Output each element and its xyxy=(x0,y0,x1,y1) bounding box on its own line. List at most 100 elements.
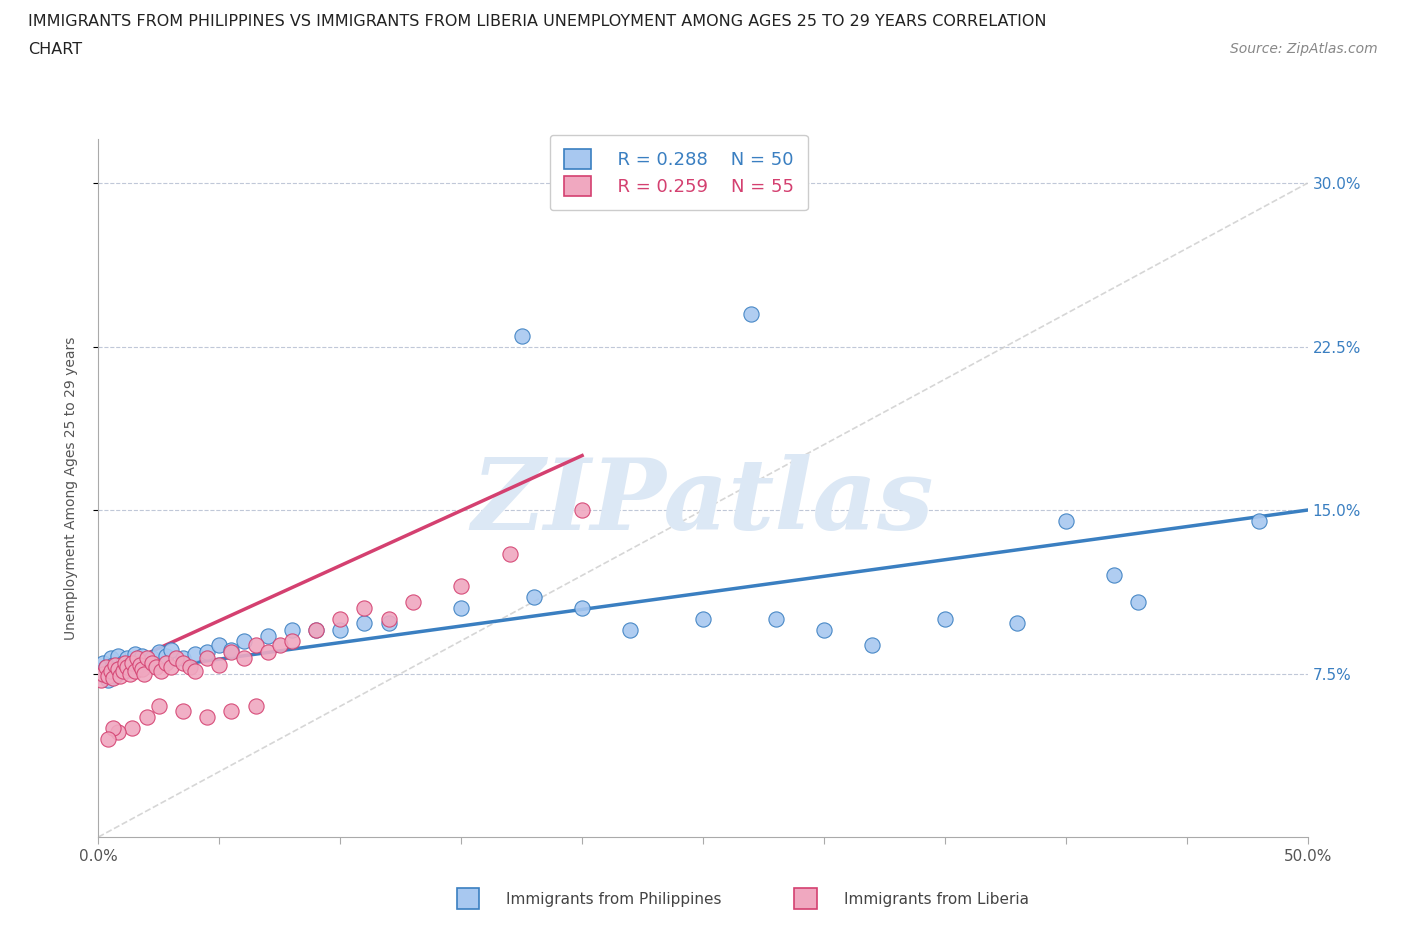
Point xyxy=(148,644,170,659)
Point xyxy=(195,644,218,659)
Text: Immigrants from Liberia: Immigrants from Liberia xyxy=(844,892,1029,907)
Point xyxy=(329,612,352,627)
Y-axis label: Unemployment Among Ages 25 to 29 years: Unemployment Among Ages 25 to 29 years xyxy=(63,337,77,640)
Point xyxy=(232,633,254,648)
Point xyxy=(450,578,472,593)
Point xyxy=(1249,513,1271,528)
Point xyxy=(155,656,177,671)
Point xyxy=(619,622,641,637)
Point xyxy=(571,601,593,616)
Point xyxy=(860,638,883,653)
Text: ZIPatlas: ZIPatlas xyxy=(472,454,934,551)
Point xyxy=(155,648,177,663)
Point xyxy=(281,633,304,648)
Point xyxy=(107,725,129,740)
Point xyxy=(94,659,117,674)
Text: IMMIGRANTS FROM PHILIPPINES VS IMMIGRANTS FROM LIBERIA UNEMPLOYMENT AMONG AGES 2: IMMIGRANTS FROM PHILIPPINES VS IMMIGRANT… xyxy=(28,14,1046,29)
Point xyxy=(571,502,593,517)
Point xyxy=(160,659,183,674)
Point xyxy=(160,642,183,657)
Point xyxy=(498,546,520,561)
Point xyxy=(100,664,122,679)
Point xyxy=(101,671,124,685)
Point xyxy=(100,664,122,679)
Point xyxy=(934,612,956,627)
Point xyxy=(135,651,157,666)
Point xyxy=(114,656,136,671)
Point xyxy=(353,601,375,616)
Point xyxy=(1128,594,1150,609)
Point xyxy=(117,651,139,666)
Point xyxy=(450,601,472,616)
Point xyxy=(172,651,194,666)
Point xyxy=(117,659,139,674)
Point xyxy=(353,616,375,631)
Point xyxy=(131,648,153,663)
Point xyxy=(108,662,131,677)
Point xyxy=(765,612,787,627)
Point xyxy=(134,666,156,681)
Point xyxy=(90,672,112,687)
Point xyxy=(305,622,328,637)
Point xyxy=(97,732,120,747)
Point xyxy=(232,651,254,666)
Point xyxy=(165,651,187,666)
Point xyxy=(97,672,120,687)
Point xyxy=(1054,513,1077,528)
Point xyxy=(221,644,243,659)
Point xyxy=(523,590,546,604)
Point xyxy=(305,622,328,637)
Point xyxy=(256,644,278,659)
Point xyxy=(145,659,167,674)
Point xyxy=(184,664,207,679)
Point xyxy=(121,656,143,671)
Point xyxy=(90,666,112,681)
Point xyxy=(141,656,163,671)
Point xyxy=(124,664,146,679)
Point xyxy=(121,721,143,736)
Point xyxy=(269,638,291,653)
Point xyxy=(245,698,267,713)
Point xyxy=(402,594,425,609)
Point xyxy=(114,664,136,679)
Point xyxy=(111,656,134,671)
Point xyxy=(128,658,150,672)
Point xyxy=(107,648,129,663)
Text: Immigrants from Philippines: Immigrants from Philippines xyxy=(506,892,721,907)
Point xyxy=(91,666,114,681)
Point xyxy=(813,622,835,637)
Point xyxy=(208,638,231,653)
Point xyxy=(281,622,304,637)
Point xyxy=(208,658,231,672)
Point xyxy=(141,651,163,666)
Point xyxy=(135,710,157,724)
Point xyxy=(172,656,194,671)
Point xyxy=(256,629,278,644)
Text: Source: ZipAtlas.com: Source: ZipAtlas.com xyxy=(1230,42,1378,56)
Point xyxy=(1007,616,1029,631)
Point xyxy=(377,612,399,627)
Point xyxy=(221,642,243,657)
Point xyxy=(195,710,218,724)
Point xyxy=(118,666,141,681)
Point xyxy=(104,658,127,672)
Point xyxy=(131,662,153,677)
Point xyxy=(740,307,762,322)
Point xyxy=(91,656,114,671)
Point xyxy=(118,658,141,672)
Point xyxy=(100,651,122,666)
Point xyxy=(245,638,267,653)
Point xyxy=(172,703,194,718)
Point xyxy=(107,662,129,677)
Point xyxy=(195,651,218,666)
Point xyxy=(148,698,170,713)
Point xyxy=(221,703,243,718)
Point xyxy=(692,612,714,627)
Point xyxy=(150,664,173,679)
Point xyxy=(510,328,533,343)
Point xyxy=(124,646,146,661)
Legend:   R = 0.288    N = 50,   R = 0.259    N = 55: R = 0.288 N = 50, R = 0.259 N = 55 xyxy=(550,135,808,210)
Point xyxy=(127,651,149,666)
Point xyxy=(377,616,399,631)
Point xyxy=(1102,568,1125,583)
